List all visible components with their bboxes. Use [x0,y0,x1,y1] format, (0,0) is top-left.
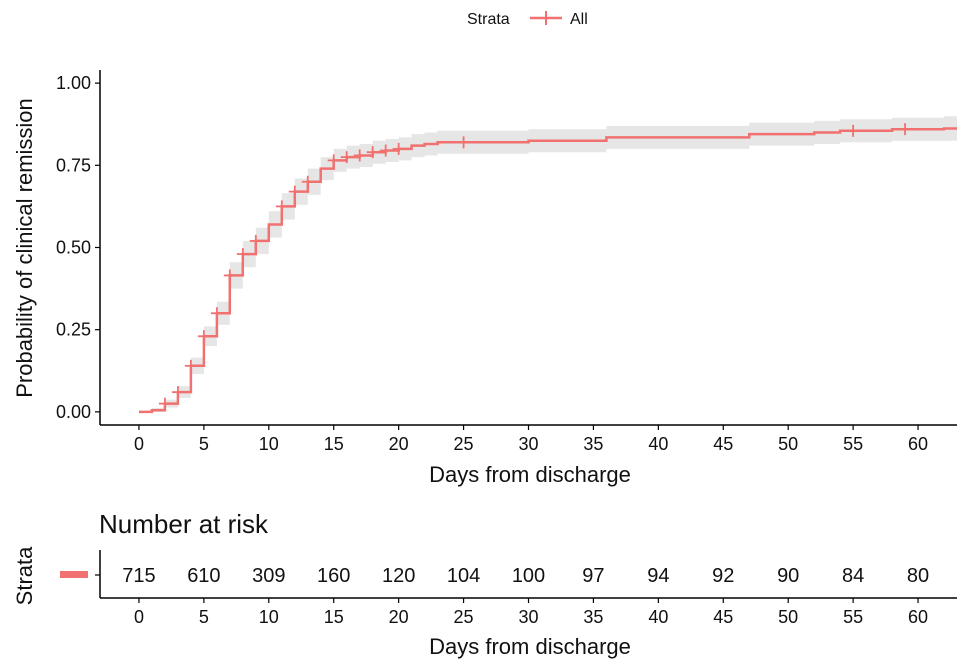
risk-number: 97 [582,565,604,587]
risk-number: 610 [187,565,220,587]
y-tick-label: 0.75 [56,155,91,175]
survival-curve [139,127,957,414]
censor-marks [158,123,912,410]
risk-number: 715 [122,565,155,587]
ci-band [139,116,957,412]
censor-mark [379,144,392,157]
censor-mark [899,123,912,136]
x-tick-label: 30 [518,434,538,454]
censor-mark [366,146,379,159]
legend-title: Strata [467,11,510,28]
x-tick-label: 15 [324,434,344,454]
x-tick-label: 25 [454,434,474,454]
risk-numbers: 715 610 309 160 120 104 100 97 94 92 90 84 80 [122,565,929,587]
risk-x-tick-label: 25 [454,607,474,627]
risk-x-tick-label: 50 [778,607,798,627]
censor-mark [171,386,184,399]
censor-mark [847,124,860,137]
censor-mark [197,330,210,343]
confidence-band [139,116,957,412]
x-tick-label: 20 [389,434,409,454]
risk-number: 90 [777,565,799,587]
risk-x-tick-label: 0 [134,607,144,627]
censor-mark [236,248,249,261]
risk-x-axis-title: Days from discharge [429,634,631,659]
risk-number: 94 [647,565,669,587]
risk-number: 80 [907,565,929,587]
x-axis-title: Days from discharge [429,462,631,487]
censor-mark [158,397,171,410]
censor-mark [249,234,262,247]
risk-x-tick-label: 30 [518,607,538,627]
risk-x-tick-label: 40 [648,607,668,627]
x-tick-label: 50 [778,434,798,454]
censor-mark [457,136,470,149]
censor-mark [340,151,353,164]
legend-label: All [570,11,588,28]
legend: Strata All [467,11,588,28]
x-tick-label: 5 [199,434,209,454]
risk-number: 100 [512,565,545,587]
censor-mark [327,154,340,167]
risk-x-tick-label: 55 [843,607,863,627]
censor-mark [210,307,223,320]
risk-number: 92 [712,565,734,587]
censor-mark [275,200,288,213]
risk-number: 104 [447,565,480,587]
censor-mark [223,269,236,282]
risk-x-tick-label: 20 [389,607,409,627]
risk-axes: 0 5 10 15 20 25 30 35 40 45 50 55 60 [95,550,957,627]
x-tick-label: 45 [713,434,733,454]
risk-number: 84 [842,565,864,587]
risk-strata-key [60,571,88,578]
censor-mark [184,359,197,372]
main-axes: 0.00 0.25 0.50 0.75 1.00 0 5 10 15 20 25 30 35 40 45 50… [56,70,957,454]
x-tick-label: 0 [134,434,144,454]
risk-x-tick-label: 45 [713,607,733,627]
x-tick-label: 40 [648,434,668,454]
censor-mark [288,185,301,198]
risk-number: 120 [382,565,415,587]
risk-x-tick-label: 15 [324,607,344,627]
risk-table-title: Number at risk [99,509,269,539]
risk-x-tick-label: 10 [259,607,279,627]
risk-x-tick-label: 60 [908,607,928,627]
censor-mark [392,142,405,155]
censor-mark [301,175,314,188]
x-tick-label: 35 [583,434,603,454]
x-tick-label: 10 [259,434,279,454]
risk-x-tick-label: 5 [199,607,209,627]
risk-number: 309 [252,565,285,587]
risk-table-y-title: Strata [12,546,37,605]
y-tick-label: 0.00 [56,402,91,422]
risk-table: Number at risk Strata 715 610 309 160 120 104… [12,509,957,659]
y-tick-label: 0.50 [56,238,91,258]
x-tick-label: 55 [843,434,863,454]
x-tick-label: 60 [908,434,928,454]
survival-step-line [139,127,957,414]
y-tick-label: 1.00 [56,73,91,93]
y-axis-title: Probability of clinical remission [12,98,37,398]
risk-number: 160 [317,565,350,587]
main-plot: 0.00 0.25 0.50 0.75 1.00 0 5 10 15 20 25 30 35 40 45 50… [12,70,957,487]
y-tick-label: 0.25 [56,320,91,340]
risk-x-tick-label: 35 [583,607,603,627]
censor-mark [353,149,366,162]
